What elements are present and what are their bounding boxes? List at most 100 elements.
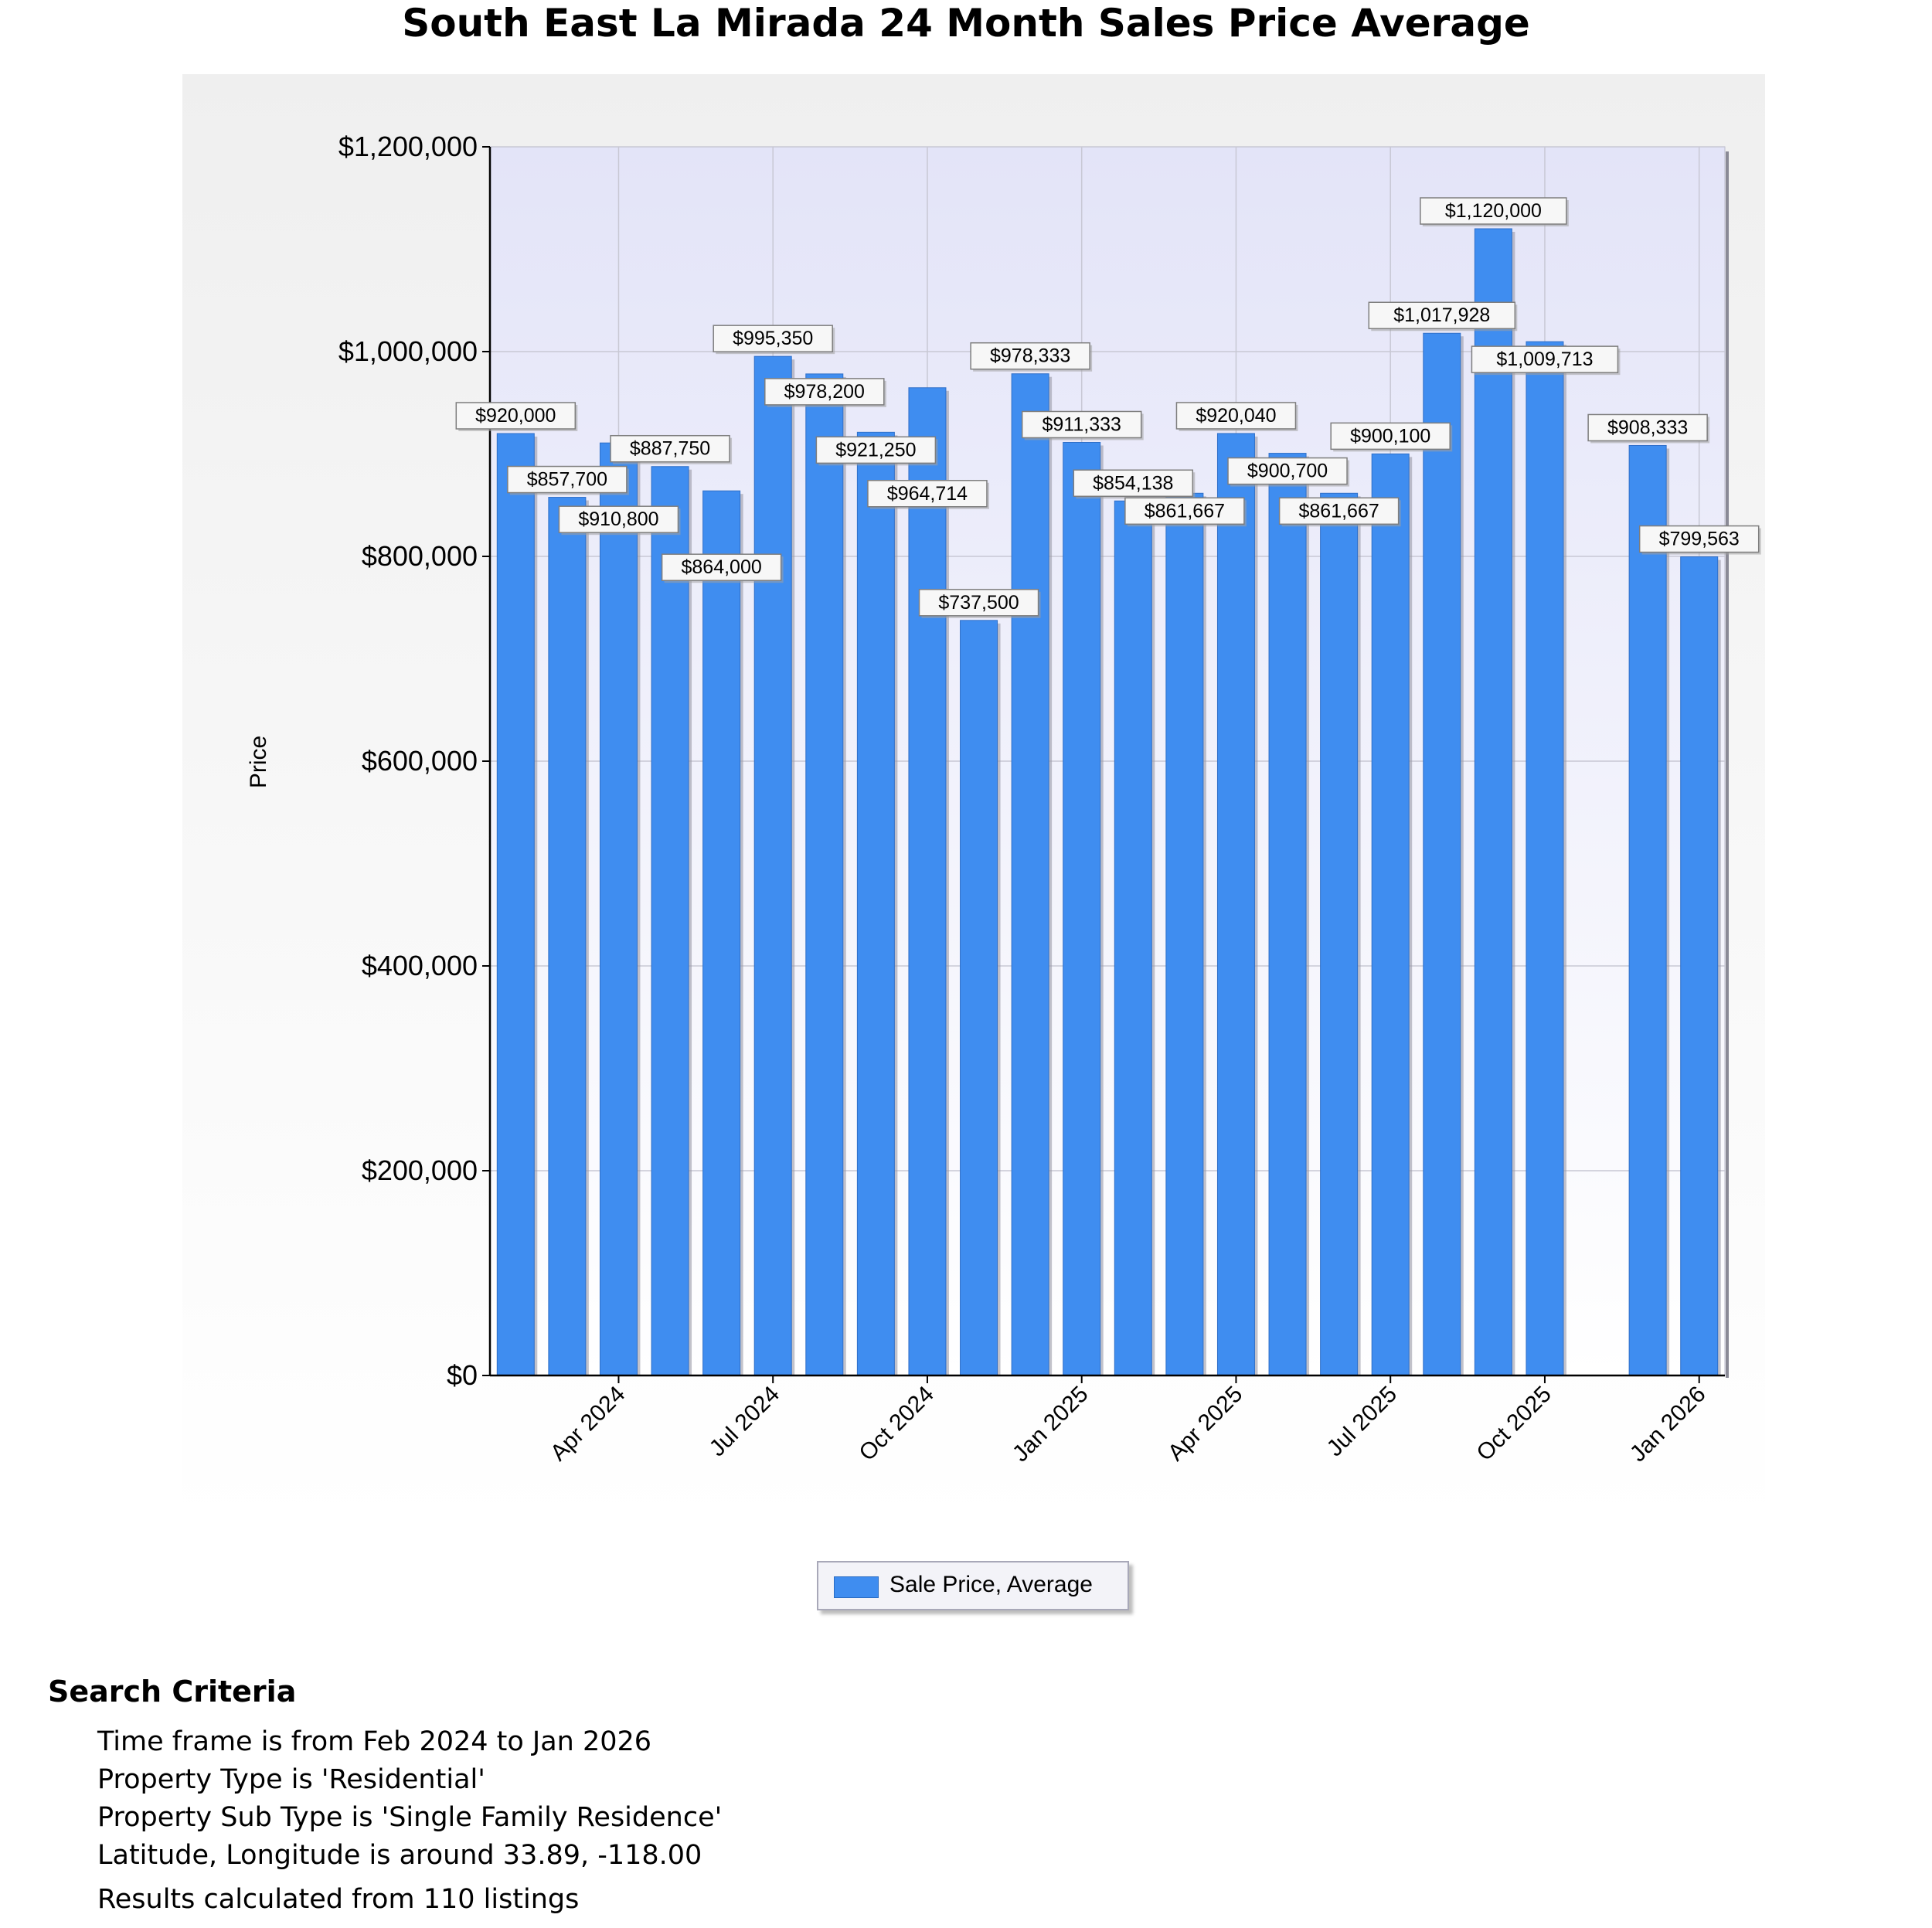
bar (1114, 500, 1152, 1376)
bar (496, 433, 535, 1376)
bar (805, 373, 844, 1376)
bar (1268, 453, 1307, 1376)
criteria-property-sub-type: Property Sub Type is 'Single Family Resi… (97, 1802, 723, 1833)
data-label: $887,750 (630, 438, 710, 460)
x-tick-label: Oct 2025 (1471, 1382, 1556, 1466)
search-criteria: Search Criteria Time frame is from Feb 2… (48, 1669, 1284, 1918)
data-label-box (1175, 402, 1297, 430)
bar (1628, 444, 1667, 1376)
data-label: $864,000 (681, 556, 761, 578)
bar (1680, 556, 1719, 1376)
data-label-box (918, 589, 1039, 617)
data-label-box (507, 465, 628, 494)
bar (753, 355, 792, 1376)
x-tick-label: Apr 2025 (1163, 1382, 1247, 1466)
chart-title: South East La Mirada 24 Month Sales Pric… (402, 1, 1530, 46)
y-tick-label: $1,200,000 (338, 131, 478, 162)
data-label-box (1330, 422, 1451, 451)
y-tick-label: $600,000 (362, 745, 478, 777)
data-label: $861,667 (1145, 500, 1225, 522)
criteria-results: Results calculated from 110 listings (97, 1884, 580, 1915)
bar (1371, 453, 1410, 1376)
data-labels: $920,000 $857,700 $910,800 $887,750 $864,000… (455, 197, 1761, 618)
criteria-property-type: Property Type is 'Residential' (97, 1764, 485, 1795)
data-label-box (558, 505, 679, 533)
bar (1063, 441, 1101, 1376)
bars (496, 228, 1721, 1376)
data-label-box (1227, 457, 1348, 485)
data-label: $995,350 (733, 328, 813, 349)
data-label-box (1021, 410, 1142, 439)
y-tick-label: $200,000 (362, 1154, 478, 1186)
x-tick-label: Apr 2024 (546, 1382, 630, 1466)
data-label: $908,333 (1607, 417, 1688, 438)
data-label-box (764, 378, 885, 406)
bar (548, 497, 587, 1376)
data-label-box (1278, 497, 1400, 525)
data-label-box (1471, 345, 1619, 373)
y-axis-label: Price (246, 736, 271, 788)
y-tick-label: $400,000 (362, 950, 478, 981)
data-label-box (970, 342, 1090, 370)
bar (651, 466, 689, 1376)
chart-panel: $0 $200,000 $400,000 $600,000 $800,000 $1,000… (182, 74, 1765, 1527)
data-label: $1,009,713 (1496, 349, 1593, 370)
data-label-box (455, 402, 577, 430)
legend: Sale Price, Average (817, 1561, 1129, 1610)
data-label: $900,100 (1350, 425, 1430, 447)
search-criteria-heading: Search Criteria (48, 1675, 297, 1709)
data-label: $921,250 (835, 439, 916, 461)
axes (482, 146, 1729, 1383)
bar (1474, 228, 1512, 1376)
criteria-time-frame: Time frame is from Feb 2024 to Jan 2026 (97, 1726, 652, 1757)
bar (1526, 341, 1564, 1376)
y-tick-label: $1,000,000 (338, 335, 478, 367)
data-label-box (1124, 497, 1245, 525)
data-label: $1,017,928 (1393, 304, 1490, 326)
data-label: $861,667 (1298, 500, 1379, 522)
data-label-box (815, 436, 937, 464)
x-tick-label: Jan 2025 (1008, 1382, 1094, 1467)
data-label: $799,563 (1659, 529, 1740, 550)
data-label-box (1638, 525, 1760, 553)
y-tick-label: $0 (447, 1359, 478, 1391)
data-label: $978,200 (784, 381, 865, 403)
data-label: $911,333 (1042, 413, 1121, 435)
data-label: $920,040 (1196, 405, 1276, 427)
bar (702, 490, 741, 1376)
data-label-box (867, 480, 988, 508)
bar (1216, 433, 1255, 1376)
bar (599, 442, 638, 1376)
data-label: $920,000 (475, 405, 556, 427)
data-label-box (713, 325, 833, 352)
bar (1165, 492, 1204, 1376)
search-criteria-list: Time frame is from Feb 2024 to Jan 2026 … (97, 1723, 1284, 1875)
data-label-box (1073, 469, 1194, 498)
legend-swatch (834, 1576, 879, 1598)
x-tick-label: Oct 2024 (854, 1382, 938, 1466)
bar (908, 387, 947, 1376)
criteria-lat-long: Latitude, Longitude is around 33.89, -11… (97, 1840, 702, 1871)
data-label: $910,800 (578, 508, 658, 530)
bar (856, 431, 895, 1376)
data-label-box (1368, 301, 1516, 329)
data-label-box (610, 434, 730, 463)
x-tick-label: Jul 2025 (1322, 1382, 1403, 1462)
x-tick-label: Jul 2024 (705, 1382, 785, 1462)
bar (1320, 492, 1359, 1376)
data-label: $854,138 (1093, 472, 1173, 494)
data-label-box (1587, 413, 1708, 442)
data-label: $978,333 (990, 345, 1070, 367)
bar (960, 620, 998, 1376)
legend-label: Sale Price, Average (889, 1572, 1093, 1597)
data-label-box (661, 553, 782, 581)
bar (1011, 373, 1049, 1376)
data-label: $1,120,000 (1445, 200, 1542, 222)
data-label: $964,714 (887, 483, 968, 505)
x-tick-label: Jan 2026 (1625, 1382, 1711, 1467)
bar-chart: $0 $200,000 $400,000 $600,000 $800,000 $1,000… (246, 131, 1761, 1467)
y-tick-label: $800,000 (362, 540, 478, 572)
data-label: $900,700 (1247, 461, 1328, 482)
data-label: $857,700 (527, 469, 607, 491)
data-label-box (1420, 197, 1567, 225)
